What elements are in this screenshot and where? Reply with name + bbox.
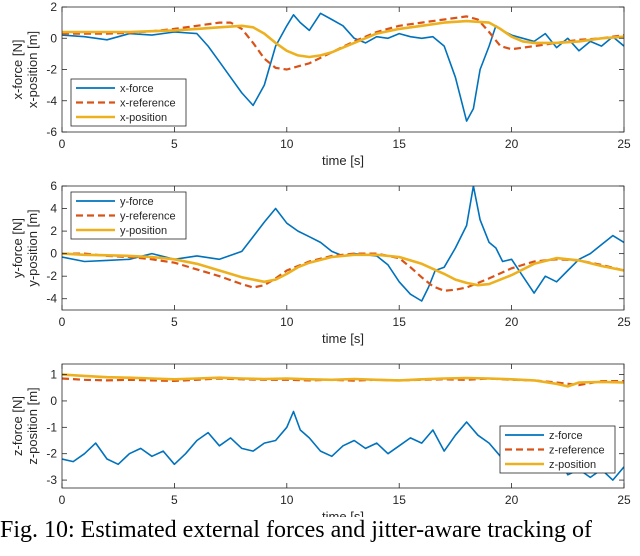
legend-label-y-force: y-force <box>120 196 154 208</box>
x-tick-label: 10 <box>280 137 294 151</box>
x-tick-label: 20 <box>505 137 519 151</box>
x-tick-label: 25 <box>617 493 631 507</box>
x-axis-label: time [s] <box>322 331 364 346</box>
series-x-reference <box>62 15 624 71</box>
series-x-position <box>62 19 624 59</box>
legend-z: z-force z-reference z-position <box>499 425 616 474</box>
y-tick-label: -3 <box>46 473 57 487</box>
x-tick-label: 15 <box>393 493 407 507</box>
legend-label-y-position: y-position <box>120 225 167 237</box>
figure-caption: Fig. 10: Estimated external forces and j… <box>0 517 592 543</box>
x-tick-label: 10 <box>280 493 294 507</box>
y-axis-label: x-position [m] <box>25 31 40 108</box>
x-tick-label: 0 <box>59 137 66 151</box>
y-tick-label: -2 <box>46 269 57 283</box>
x-tick-label: 25 <box>617 137 631 151</box>
legend-label-z-force: z-force <box>549 430 583 442</box>
y-tick-label: 1 <box>50 368 57 382</box>
series-group-x <box>62 12 624 122</box>
y-tick-label: -1 <box>46 420 57 434</box>
y-tick-label: 4 <box>50 202 57 216</box>
x-tick-label: 5 <box>171 493 178 507</box>
legend-label-z-reference: z-reference <box>549 445 605 457</box>
y-tick-label: 6 <box>50 179 57 193</box>
y-tick-label: -2 <box>46 447 57 461</box>
y-tick-label: -6 <box>46 125 57 139</box>
axes-box-z <box>61 363 625 489</box>
y-tick-label: 2 <box>50 224 57 238</box>
x-axis-label: time [s] <box>322 153 364 168</box>
x-tick-label: 15 <box>393 137 407 151</box>
series-y-position <box>62 252 624 287</box>
y-tick-label: 0 <box>50 31 57 45</box>
y-tick-label: 2 <box>50 0 57 14</box>
x-tick-label: 20 <box>505 493 519 507</box>
x-tick-label: 5 <box>171 137 178 151</box>
y-axis-label: y-force [N] <box>10 218 25 278</box>
legend-label-z-position: z-position <box>549 459 596 471</box>
x-tick-label: 20 <box>505 315 519 329</box>
y-tick-label: 0 <box>50 247 57 261</box>
x-tick-label: 5 <box>171 315 178 329</box>
y-axis-label: y-position [m] <box>25 209 40 286</box>
y-axis-label: z-force [N] <box>10 396 25 456</box>
legend-x: x-force x-reference x-position <box>70 78 187 127</box>
legend-label-x-position: x-position <box>120 112 167 124</box>
legend-label-y-reference: y-reference <box>120 211 176 223</box>
legend-y: y-force y-reference y-position <box>70 191 187 240</box>
series-x-force <box>62 12 624 122</box>
x-tick-label: 0 <box>59 493 66 507</box>
x-tick-label: 15 <box>393 315 407 329</box>
axes-box-y <box>61 185 625 311</box>
x-tick-label: 10 <box>280 315 294 329</box>
x-tick-label: 25 <box>617 315 631 329</box>
y-tick-label: 0 <box>50 394 57 408</box>
y-tick-label: -4 <box>46 292 57 306</box>
y-tick-label: -2 <box>46 63 57 77</box>
x-tick-label: 0 <box>59 315 66 329</box>
series-group-y <box>62 186 624 302</box>
legend-label-x-reference: x-reference <box>120 98 176 110</box>
y-tick-label: -4 <box>46 94 57 108</box>
series-z-position <box>62 373 624 388</box>
x-axis-label: time [s] <box>322 509 364 517</box>
y-axis-label: x-force [N] <box>10 40 25 100</box>
series-y-force <box>62 186 624 302</box>
legend-label-x-force: x-force <box>120 83 154 95</box>
y-axis-label: z-position [m] <box>25 387 40 464</box>
